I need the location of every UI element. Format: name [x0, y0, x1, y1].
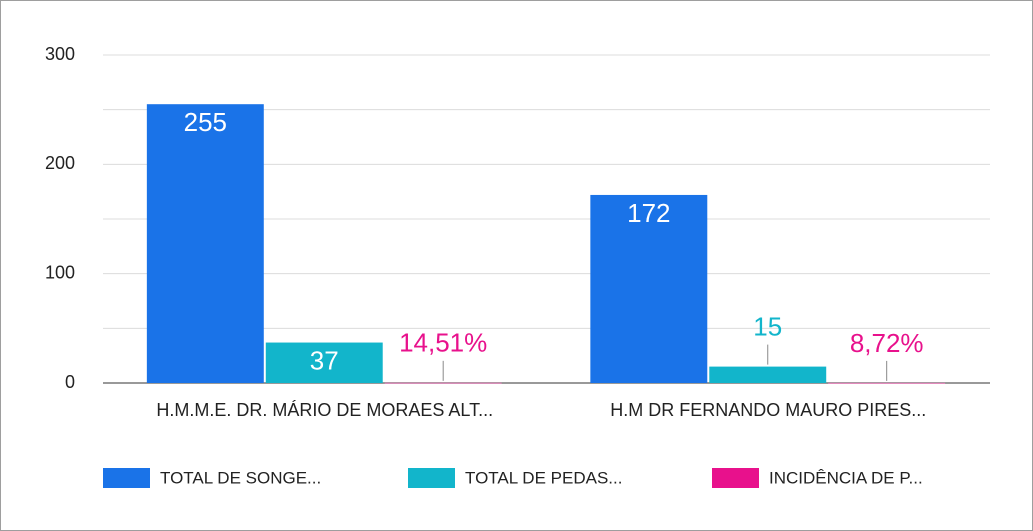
bar	[265, 342, 383, 383]
data-label: 15	[753, 311, 782, 341]
x-tick-label: H.M DR FERNANDO MAURO PIRES...	[610, 400, 926, 420]
bar	[384, 382, 502, 384]
legend-swatch	[103, 468, 150, 488]
y-tick-label: 200	[45, 153, 75, 173]
bar	[590, 194, 708, 383]
data-label: 255	[184, 107, 227, 137]
bar	[709, 366, 827, 383]
legend-label: INCIDÊNCIA DE P...	[769, 468, 923, 487]
data-label: 14,51%	[399, 328, 487, 358]
bar	[828, 382, 946, 384]
data-label: 8,72%	[850, 328, 924, 358]
y-tick-label: 0	[65, 372, 75, 392]
legend-label: TOTAL DE PEDAS...	[465, 468, 622, 487]
y-tick-label: 100	[45, 262, 75, 282]
bar	[146, 104, 264, 383]
data-label: 172	[627, 198, 670, 228]
legend-swatch	[712, 468, 759, 488]
legend-label: TOTAL DE SONGE...	[160, 468, 321, 487]
y-tick-label: 300	[45, 44, 75, 64]
x-tick-label: H.M.M.E. DR. MÁRIO DE MORAES ALT...	[156, 400, 493, 420]
legend-swatch	[408, 468, 455, 488]
data-label: 37	[310, 345, 339, 375]
